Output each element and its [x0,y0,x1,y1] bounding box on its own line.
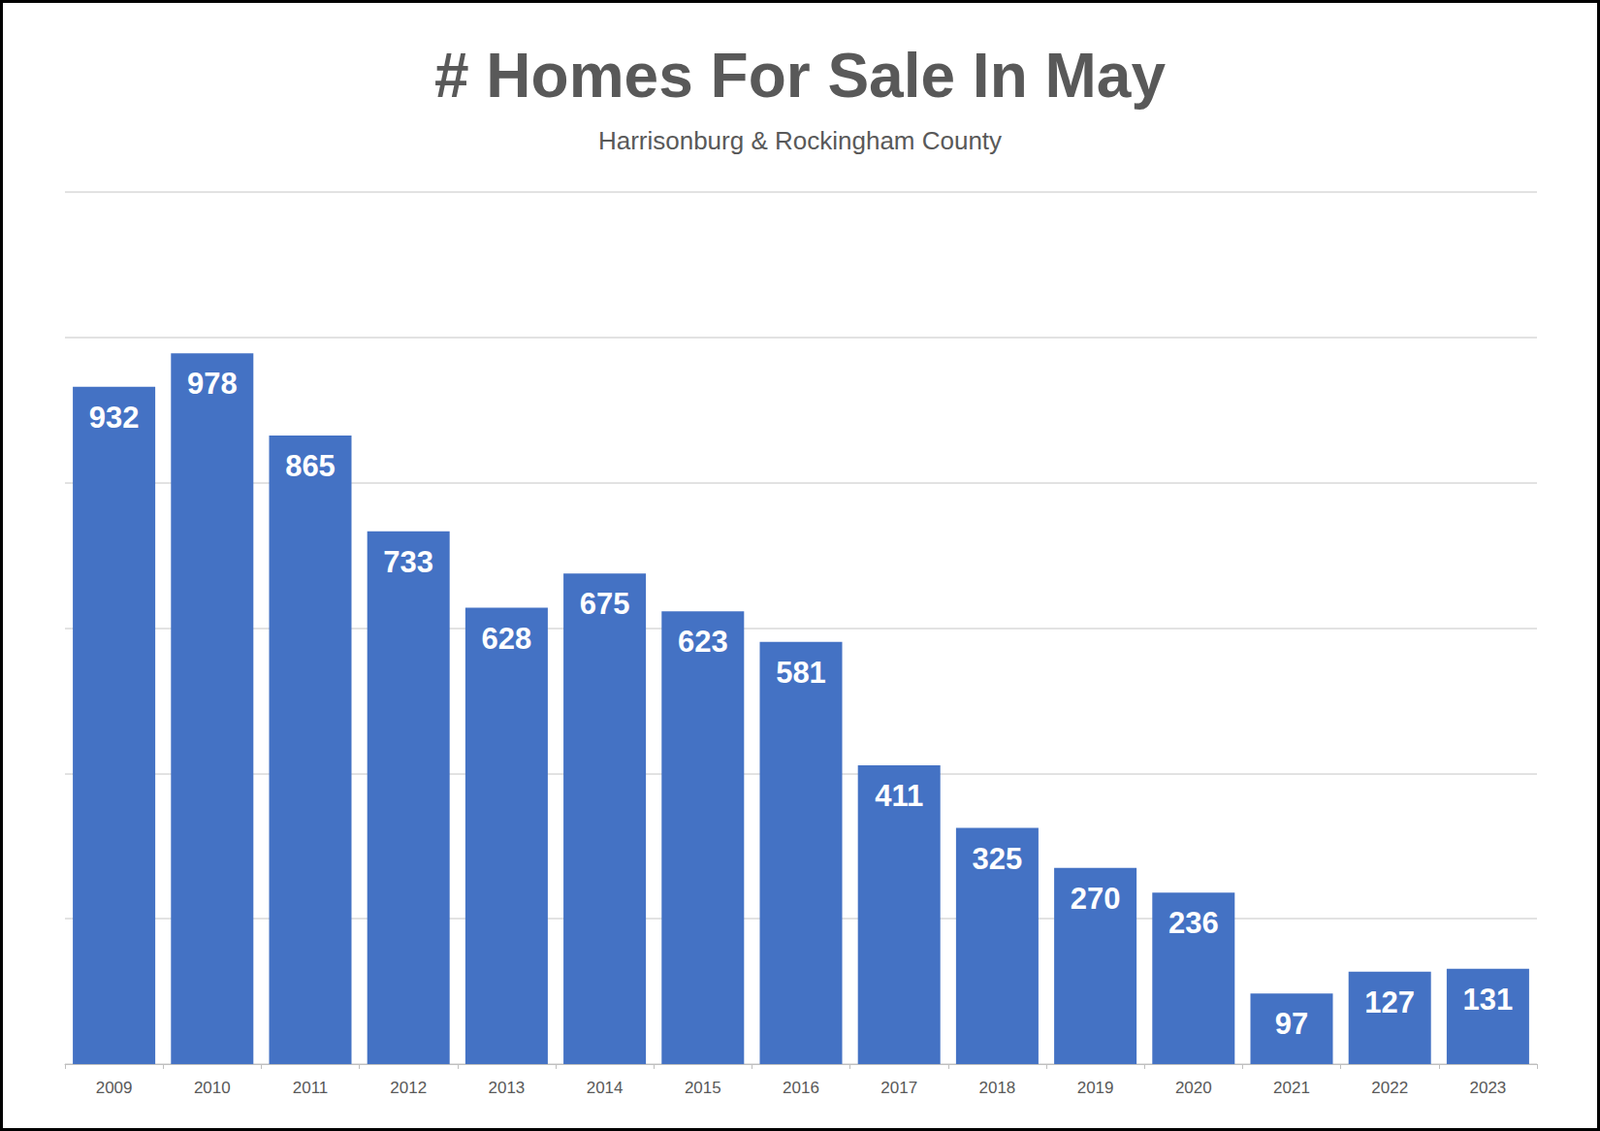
svg-text:131: 131 [1463,982,1514,1017]
svg-text:2015: 2015 [684,1078,722,1097]
svg-text:978: 978 [187,366,238,401]
svg-text:127: 127 [1364,985,1415,1020]
svg-text:325: 325 [972,841,1024,876]
svg-text:2016: 2016 [782,1078,820,1097]
svg-text:932: 932 [89,400,140,435]
svg-text:2018: 2018 [978,1078,1016,1097]
svg-text:2011: 2011 [292,1078,329,1097]
svg-text:2022: 2022 [1371,1078,1408,1097]
svg-text:97: 97 [1275,1006,1309,1041]
svg-text:2017: 2017 [880,1078,918,1097]
svg-text:2020: 2020 [1175,1078,1213,1097]
svg-text:2010: 2010 [193,1078,231,1097]
svg-text:2014: 2014 [586,1078,624,1097]
svg-text:865: 865 [285,448,336,483]
svg-text:2009: 2009 [96,1078,133,1097]
svg-text:411: 411 [874,778,924,813]
svg-text:# Homes For Sale In May: # Homes For Sale In May [434,40,1166,111]
svg-text:2023: 2023 [1469,1078,1506,1097]
svg-text:623: 623 [677,624,729,659]
svg-text:628: 628 [481,621,533,656]
svg-text:2012: 2012 [389,1078,427,1097]
svg-text:581: 581 [775,655,827,690]
svg-text:2013: 2013 [487,1078,525,1097]
svg-text:2021: 2021 [1273,1078,1311,1097]
svg-text:270: 270 [1070,881,1121,916]
svg-text:236: 236 [1168,905,1219,940]
svg-text:733: 733 [383,544,434,579]
svg-text:Harrisonburg & Rockingham Coun: Harrisonburg & Rockingham County [598,126,1002,156]
svg-text:2019: 2019 [1077,1078,1115,1097]
svg-text:675: 675 [579,586,631,621]
